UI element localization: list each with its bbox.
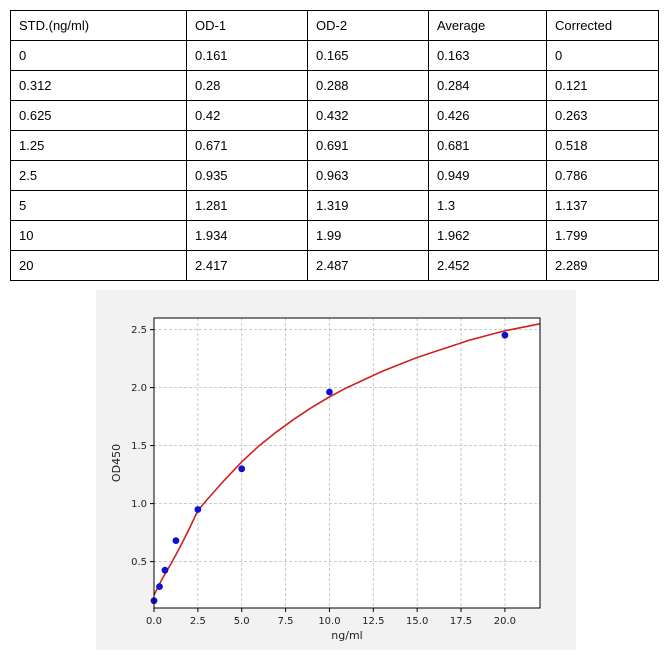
table-cell: 0 <box>546 40 659 71</box>
table-cell: 0.165 <box>307 40 429 71</box>
y-tick-label: 2.0 <box>131 383 147 394</box>
data-point <box>326 388 333 396</box>
column-header: Corrected <box>546 10 659 41</box>
table-cell: 1.319 <box>307 190 429 221</box>
table-cell: 1.799 <box>546 220 659 251</box>
table-cell: 20 <box>10 250 187 281</box>
data-point <box>194 506 202 513</box>
x-tick-label: 17.5 <box>450 616 472 627</box>
data-point <box>161 566 169 574</box>
data-point <box>238 465 246 473</box>
table-cell: 0.28 <box>186 70 308 101</box>
table-cell: 0.963 <box>307 160 429 191</box>
table-cell: 0.432 <box>307 100 429 131</box>
y-tick-label: 1.5 <box>131 441 147 452</box>
table-cell: 0.426 <box>428 100 547 131</box>
table-cell: 0.312 <box>10 70 187 101</box>
data-points-layer <box>150 331 509 605</box>
x-tick-label: 2.5 <box>190 616 206 627</box>
table-cell: 0.284 <box>428 70 547 101</box>
table-cell: 0.935 <box>186 160 308 191</box>
y-tick-label: 1.0 <box>131 499 147 510</box>
table-row: 0.625 0.42 0.432 0.426 0.263 <box>10 100 659 131</box>
table-cell: 5 <box>10 190 187 221</box>
data-point <box>156 583 163 591</box>
table-cell: 2.5 <box>10 160 187 191</box>
table-cell: 2.452 <box>428 250 547 281</box>
plot-area <box>154 318 540 608</box>
standard-table: STD.(ng/ml) OD-1 OD-2 Average Corrected … <box>10 10 659 281</box>
table-row: 0 0.161 0.165 0.163 0 <box>10 40 659 71</box>
data-point <box>172 537 180 545</box>
fit-curve-layer <box>153 323 541 596</box>
data-point <box>501 331 509 339</box>
table-cell: 1.3 <box>428 190 547 221</box>
table-cell: 0.121 <box>546 70 659 101</box>
x-axis-label: ng/ml <box>331 629 362 642</box>
x-tick-label: 5.0 <box>234 616 250 627</box>
y-axis-label: OD450 <box>110 444 123 482</box>
table-cell: 1.99 <box>307 220 429 251</box>
table-cell: 0.691 <box>307 130 429 161</box>
x-tick-label: 7.5 <box>278 616 294 627</box>
table-cell: 0.625 <box>10 100 187 131</box>
y-tick-label: 0.5 <box>131 557 147 568</box>
table-cell: 0.161 <box>186 40 308 71</box>
table-cell: 0.681 <box>428 130 547 161</box>
table-cell: 1.281 <box>186 190 308 221</box>
table-row: 5 1.281 1.319 1.3 1.137 <box>10 190 659 221</box>
table-row: 10 1.934 1.99 1.962 1.799 <box>10 220 659 251</box>
table-row: 2.5 0.935 0.963 0.949 0.786 <box>10 160 659 191</box>
column-header: Average <box>428 10 547 41</box>
x-tick-label: 12.5 <box>362 616 384 627</box>
column-header: STD.(ng/ml) <box>10 10 187 41</box>
table-cell: 10 <box>10 220 187 251</box>
column-header: OD-1 <box>186 10 308 41</box>
table-row: 1.25 0.671 0.691 0.681 0.518 <box>10 130 659 161</box>
table-cell: 2.289 <box>546 250 659 281</box>
x-tick-label: 20.0 <box>494 616 516 627</box>
table-cell: 1.962 <box>428 220 547 251</box>
table-cell: 2.487 <box>307 250 429 281</box>
table-cell: 0.288 <box>307 70 429 101</box>
table-cell: 0.263 <box>546 100 659 131</box>
y-tick-label: 2.5 <box>131 325 147 336</box>
table-cell: 2.417 <box>186 250 308 281</box>
table-cell: 0.163 <box>428 40 547 71</box>
axis-ticks: 0.0 2.5 5.0 7.5 10.0 12.5 15.0 17.5 20.0 0.5 1.0 1.… <box>131 325 516 627</box>
table-cell: 0.42 <box>186 100 308 131</box>
table-cell: 0.671 <box>186 130 308 161</box>
table-cell: 1.934 <box>186 220 308 251</box>
x-tick-label: 0.0 <box>146 616 162 627</box>
table-cell: 1.137 <box>546 190 659 221</box>
chart-panel: 0.0 2.5 5.0 7.5 10.0 12.5 15.0 17.5 20.0 0.5 1.0 1.… <box>96 290 576 650</box>
grid-overlay <box>153 318 540 608</box>
standard-curve-chart: 0.0 2.5 5.0 7.5 10.0 12.5 15.0 17.5 20.0 0.5 1.0 1.… <box>110 317 541 642</box>
table-cell: 0.786 <box>546 160 659 191</box>
table-cell: 0.949 <box>428 160 547 191</box>
table-row: 0.312 0.28 0.288 0.284 0.121 <box>10 70 659 101</box>
table-cell: 1.25 <box>10 130 187 161</box>
table-row: 20 2.417 2.487 2.452 2.289 <box>10 250 659 281</box>
fit-curve-line <box>153 323 541 596</box>
plot-border <box>153 317 541 609</box>
column-header: OD-2 <box>307 10 429 41</box>
table-cell: 0 <box>10 40 187 71</box>
table-cell: 0.518 <box>546 130 659 161</box>
x-tick-label: 15.0 <box>406 616 428 627</box>
table-header-row: STD.(ng/ml) OD-1 OD-2 Average Corrected <box>10 10 659 41</box>
x-tick-label: 10.0 <box>318 616 340 627</box>
